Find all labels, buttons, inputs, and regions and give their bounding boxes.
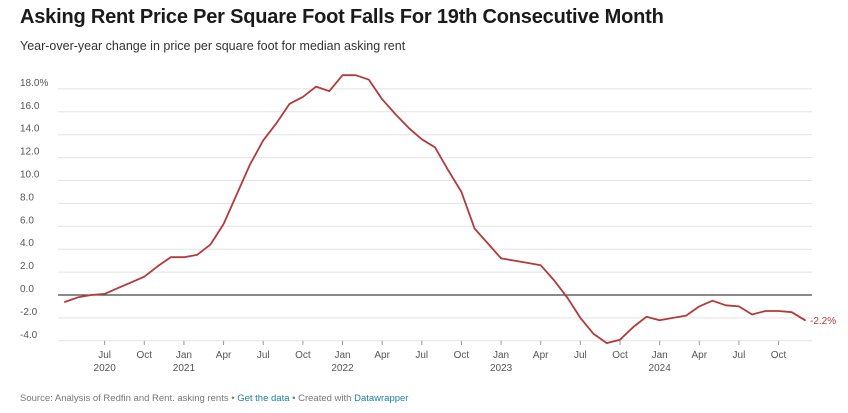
line-chart: 18.0% 16.0 14.0 12.0 10.0 8.0 6.0 4.0 2.0 0.0 -2.0… <box>20 74 836 374</box>
source-note: Source: Analysis of Redfin and Rent. ask… <box>20 393 229 404</box>
end-value-label: -2.2% <box>810 316 836 327</box>
y-tick-label: -2.0 <box>20 307 38 318</box>
datawrapper-link[interactable]: Datawrapper <box>354 393 409 404</box>
x-tick-year: 2022 <box>331 363 354 374</box>
series-layer: -2.2% <box>64 74 836 344</box>
y-tick-label: 6.0 <box>20 215 34 226</box>
chart-footer: Source: Analysis of Redfin and Rent. ask… <box>20 393 408 404</box>
y-tick-label: 18.0% <box>20 78 48 89</box>
x-tick-label: Jul <box>98 350 111 361</box>
y-tick-label: 12.0 <box>20 147 40 158</box>
x-tick-label: Apr <box>216 350 232 361</box>
get-data-link[interactable]: Get the data <box>237 393 290 404</box>
x-tick-label: Oct <box>137 350 153 361</box>
x-tick-label: Apr <box>533 350 549 361</box>
x-tick-year: 2020 <box>94 363 117 374</box>
y-tick-label: 0.0 <box>20 284 34 295</box>
x-tick-label: Apr <box>692 350 708 361</box>
x-tick-label: Oct <box>454 350 470 361</box>
x-tick-year: 2024 <box>649 363 672 374</box>
chart-title: Asking Rent Price Per Square Foot Falls … <box>20 6 664 28</box>
x-tick-label: Jul <box>415 350 428 361</box>
series-line <box>64 74 806 344</box>
footer-created-with: • Created with <box>289 393 355 404</box>
x-tick-label: Oct <box>612 350 628 361</box>
x-tick-label: Jul <box>574 350 587 361</box>
y-tick-label: 10.0 <box>20 170 40 181</box>
y-tick-label: 4.0 <box>20 238 34 249</box>
x-tick-label: Jan <box>176 350 192 361</box>
x-tick-year: 2021 <box>173 363 196 374</box>
x-tick-label: Jan <box>493 350 509 361</box>
x-tick-label: Jul <box>257 350 270 361</box>
x-tick-label: Jan <box>652 350 668 361</box>
y-tick-label: 14.0 <box>20 124 40 135</box>
y-axis-ticks: 18.0% 16.0 14.0 12.0 10.0 8.0 6.0 4.0 2.0 0.0 -2.0… <box>20 78 48 341</box>
chart-subtitle: Year-over-year change in price per squar… <box>20 39 406 53</box>
y-tick-label: 16.0 <box>20 101 40 112</box>
x-tick-year: 2023 <box>490 363 513 374</box>
x-axis-ticks: Jul 2020 Oct Jan 2021 Apr Jul Oct Jan 2022 Apr Jul O… <box>94 341 787 374</box>
x-tick-label: Oct <box>295 350 311 361</box>
y-tick-label: 2.0 <box>20 261 34 272</box>
gridlines <box>58 88 812 342</box>
x-tick-label: Apr <box>374 350 390 361</box>
footer-sep: • <box>228 393 238 404</box>
y-tick-label: 8.0 <box>20 192 34 203</box>
x-tick-label: Jul <box>733 350 746 361</box>
x-tick-label: Jan <box>334 350 350 361</box>
x-tick-label: Oct <box>771 350 787 361</box>
y-tick-label: -4.0 <box>20 330 38 341</box>
